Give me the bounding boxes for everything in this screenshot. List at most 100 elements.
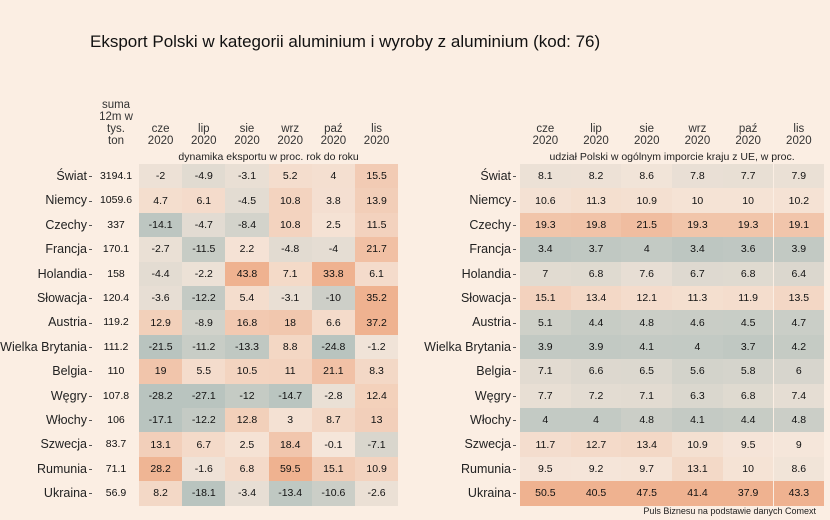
- heatmap-cell: -24.8: [311, 334, 355, 360]
- row-label-text: Węgry: [474, 388, 511, 403]
- heatmap-cell: -1.6: [182, 456, 226, 482]
- row-label: Belgia: [476, 364, 516, 378]
- heatmap-cell: 2.5: [311, 212, 355, 238]
- heatmap-cell: 12.1: [621, 286, 673, 311]
- heatmap-cell: 11.3: [570, 188, 622, 213]
- heatmap-cell: -10.6: [311, 481, 355, 506]
- row-label: Włochy: [46, 413, 92, 427]
- heatmap-cell: 37.2: [355, 310, 399, 335]
- row-label: Niemcy: [469, 193, 516, 207]
- heatmap-cell: 4.1: [672, 408, 723, 433]
- axis-tick: [513, 395, 516, 397]
- sum-value: 337: [107, 218, 125, 231]
- heatmap-cell: 6.1: [182, 188, 226, 213]
- heatmap-cell: 6.8: [570, 261, 622, 286]
- heatmap-cell: -7.1: [355, 432, 399, 457]
- heatmap-cell: 7.1: [520, 359, 571, 384]
- heatmap-cell: 10.6: [520, 188, 571, 213]
- row-label: Rumunia: [37, 462, 92, 476]
- column-header: lip 2020: [190, 123, 217, 147]
- heatmap-cell: 7.4: [773, 383, 825, 408]
- heatmap-cell: 6.7: [182, 432, 226, 457]
- heatmap-cell: -4.4: [139, 261, 183, 286]
- row-label: Holandia: [462, 267, 516, 281]
- heatmap-cell: 9.5: [722, 432, 774, 457]
- heatmap-cell: 4.6: [672, 310, 723, 335]
- column-header: paź 2020: [320, 123, 347, 147]
- heatmap-cell: -18.1: [182, 481, 226, 506]
- row-label: Belgia: [52, 364, 92, 378]
- heatmap-cell: 8.1: [520, 164, 571, 189]
- row-label: Holandia: [38, 267, 92, 281]
- heatmap-cell: 43.3: [773, 481, 825, 506]
- heatmap-cell: 3.4: [672, 237, 723, 262]
- heatmap-cell: -12.2: [182, 286, 226, 311]
- row-label-text: Szwecja: [40, 437, 87, 452]
- heatmap-cell: 4: [621, 237, 673, 262]
- row-label-text: Włochy: [470, 413, 511, 427]
- axis-tick: [513, 420, 516, 422]
- row-label-text: Niemcy: [45, 193, 87, 208]
- heatmap-cell: 6.8: [722, 383, 774, 408]
- row-label-text: Belgia: [52, 364, 87, 379]
- axis-tick: [89, 176, 92, 178]
- heatmap-cell: 41.4: [672, 481, 723, 506]
- heatmap-cell: 4.7: [773, 310, 825, 335]
- row-label-text: Ukraina: [467, 486, 511, 501]
- axis-tick: [89, 395, 92, 397]
- heatmap-cell: -3.4: [225, 481, 269, 506]
- heatmap-cell: 12.4: [355, 383, 399, 408]
- row-label: Rumunia: [461, 462, 516, 476]
- axis-tick: [513, 225, 516, 226]
- heatmap-cell: -10: [311, 286, 355, 311]
- heatmap-cell: 4: [520, 408, 571, 433]
- row-label: Świat: [480, 169, 516, 183]
- row-label-text: Świat: [480, 169, 511, 183]
- heatmap-cell: 33.8: [311, 261, 355, 286]
- heatmap-cell: 13.4: [570, 286, 622, 311]
- heatmap-cell: 10.8: [268, 212, 312, 238]
- heatmap-cell: 59.5: [268, 456, 312, 482]
- heatmap-cell: 15.5: [355, 164, 399, 189]
- heatmap-cell: 7.6: [621, 261, 673, 286]
- row-label-text: Holandia: [37, 266, 87, 281]
- heatmap-cell: -21.5: [139, 334, 183, 360]
- row-label-text: Francja: [469, 242, 511, 257]
- heatmap-cell: -2.7: [139, 237, 183, 262]
- column-header: lis 2020: [786, 123, 812, 147]
- heatmap-cell: 10: [672, 188, 723, 213]
- heatmap-cell: 7.7: [520, 383, 571, 408]
- axis-tick: [89, 322, 92, 324]
- heatmap-cell: 7.1: [621, 383, 673, 408]
- heatmap-cell: 18: [268, 310, 312, 335]
- heatmap-cell: 5.5: [182, 359, 226, 384]
- heatmap-cell: 2.2: [225, 237, 269, 262]
- row-label: Wielka Brytania: [424, 340, 516, 354]
- sum-value: 119.2: [103, 316, 129, 329]
- heatmap-cell: 4.8: [773, 408, 825, 433]
- row-label: Szwecja: [40, 437, 92, 451]
- axis-tick: [513, 200, 516, 202]
- heatmap-cell: 19.8: [570, 212, 622, 238]
- heatmap-cell: 3.6: [722, 237, 774, 262]
- row-label: Francja: [469, 242, 516, 256]
- row-label-text: Holandia: [461, 266, 511, 281]
- heatmap-cell: 3.4: [520, 237, 571, 262]
- axis-tick: [89, 420, 92, 422]
- heatmap-cell: 7: [520, 261, 571, 286]
- heatmap-cell: -14.1: [139, 212, 183, 238]
- heatmap-cell: 4.2: [773, 334, 825, 360]
- heatmap-cell: -2.6: [355, 481, 399, 506]
- heatmap-cell: 4.5: [722, 310, 774, 335]
- heatmap-cell: 3.8: [311, 188, 355, 213]
- row-label-text: Szwecja: [464, 437, 511, 452]
- row-label-text: Włochy: [46, 413, 87, 427]
- heatmap-cell: 10.5: [225, 359, 269, 384]
- heatmap-cell: -2.8: [311, 383, 355, 408]
- column-header: cze 2020: [147, 123, 174, 147]
- heatmap-cell: -12.2: [182, 408, 226, 433]
- row-label-text: Czechy: [469, 217, 511, 232]
- heatmap-cell: -11.5: [182, 237, 226, 262]
- axis-tick: [513, 249, 516, 251]
- heatmap-cell: 6.5: [621, 359, 673, 384]
